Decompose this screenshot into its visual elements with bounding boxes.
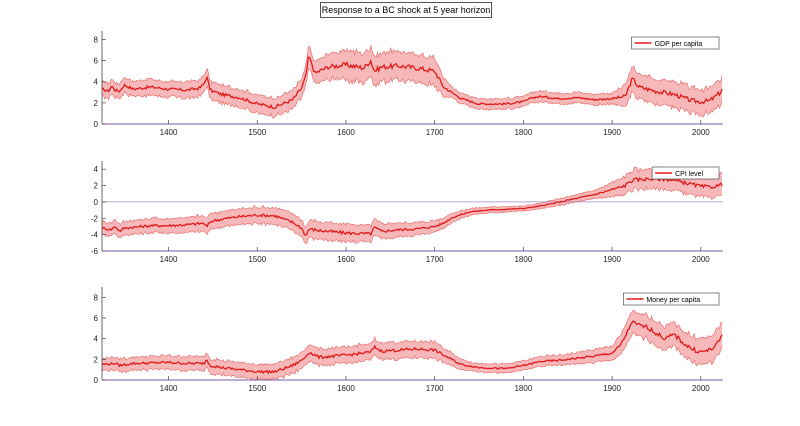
x-tick-label: 1600 [337,255,355,264]
x-tick-label: 1800 [514,384,532,393]
x-tick-label: 2000 [692,255,710,264]
band-lower-edge [101,331,723,382]
x-tick-label: 1900 [603,384,621,393]
y-tick-label: -6 [91,247,99,256]
y-tick-label: 6 [94,314,99,323]
y-tick-label: 4 [94,78,99,87]
x-tick-label: 1900 [603,128,621,137]
legend-label: Money per capita [646,297,700,304]
x-tick-label: 1500 [248,384,266,393]
x-tick-label: 1700 [426,384,444,393]
series-line-cpi-level [101,176,723,237]
y-tick-label: 4 [94,165,99,174]
x-tick-label: 1400 [160,384,178,393]
x-tick-label: 1500 [248,128,266,137]
y-tick-label: 2 [94,99,99,108]
y-tick-label: -2 [91,214,99,223]
legend-label: GDP per capita [655,41,703,48]
band-lower-edge [101,68,723,119]
x-tick-label: 1600 [337,384,355,393]
chart-panel-gdp-per-capita: 0 2 4 6 8 1400 1500 1600 1700 1800 1900 2000 GDP per… [94,31,723,137]
confidence-band-cpi-level [102,166,723,244]
legend-label: CPI level [675,171,703,178]
x-tick-label: 1900 [603,255,621,264]
legend-box [651,166,720,180]
y-tick-label: 2 [94,182,99,191]
band-upper-edge [101,166,723,229]
x-tick-label: 1500 [248,255,266,264]
legend-box [631,36,720,50]
x-tick-label: 1600 [337,128,355,137]
x-tick-label: 2000 [692,384,710,393]
x-tick-label: 1400 [160,128,178,137]
chart-panel-money-per-capita: 0 2 4 6 8 1400 1500 1600 1700 1800 1900 2000 Money p… [94,287,723,393]
x-tick-label: 1700 [426,255,444,264]
y-tick-label: 2 [94,355,99,364]
series-line-gdp-per-capita [101,56,723,110]
band-upper-edge [101,44,723,101]
x-tick-label: 1700 [426,128,444,137]
y-tick-label: 6 [94,57,99,66]
y-tick-label: 0 [94,120,99,129]
band-upper-edge [101,309,723,367]
confidence-band-gdp-per-capita [102,45,723,119]
y-tick-label: 0 [94,376,99,385]
confidence-band-money-per-capita [102,310,723,381]
y-tick-label: -4 [91,231,99,240]
y-tick-label: 0 [94,198,99,207]
y-tick-label: 8 [94,293,99,302]
chart-panel-cpi-level: -6 -4 -2 0 2 4 1400 1500 1600 1700 1800 1900 2000 CPI… [91,161,723,264]
x-tick-label: 1800 [514,255,532,264]
series-line-money-per-capita [101,320,723,375]
x-tick-label: 1400 [160,255,178,264]
figure-title: Response to a BC shock at 5 year horizon [320,2,492,18]
x-tick-label: 2000 [692,128,710,137]
x-tick-label: 1800 [514,128,532,137]
legend-box [623,292,720,306]
y-tick-label: 4 [94,335,99,344]
y-tick-label: 8 [94,35,99,44]
band-lower-edge [101,185,723,244]
